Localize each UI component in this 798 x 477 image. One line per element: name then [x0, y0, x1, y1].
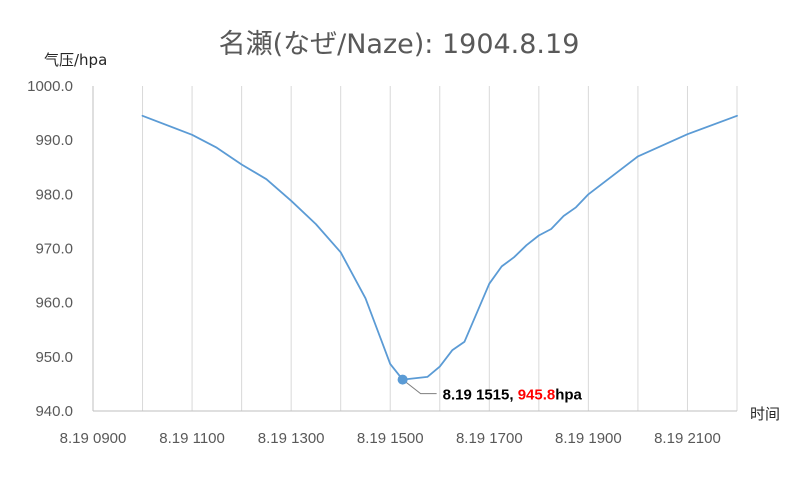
axes	[92, 86, 737, 412]
x-tick-labels: 8.19 0900 8.19 1100 8.19 1300 8.19 1500 8.19…	[60, 430, 721, 447]
y-tick-label: 970.0	[35, 241, 73, 258]
y-tick-label: 980.0	[35, 186, 73, 203]
x-tick-label: 8.19 1100	[159, 430, 225, 447]
y-tick-label: 940.0	[35, 403, 73, 420]
x-axis-title: 时间	[750, 405, 780, 423]
x-tick-label: 8.19 2100	[654, 430, 721, 447]
x-tick-label: 8.19 1900	[555, 430, 622, 447]
gridlines	[92, 86, 738, 411]
series-line	[141, 114, 738, 381]
annotation-value: 945.8	[518, 387, 556, 404]
y-tick-label: 1000.0	[27, 78, 73, 95]
x-tick-label: 8.19 1300	[258, 430, 325, 447]
x-tick-label: 8.19 1500	[357, 430, 424, 447]
y-tick-label: 950.0	[35, 349, 73, 366]
y-tick-labels: 1000.0 990.0 980.0 970.0 960.0 950.0 940.0	[27, 78, 73, 420]
x-tick-label: 8.19 0900	[60, 430, 127, 447]
annotation-label: 8.19 1515, 945.8hpa	[443, 387, 583, 404]
min-pressure-marker	[397, 374, 408, 385]
annotation-leader-line	[402, 379, 437, 395]
x-tick-label: 8.19 1700	[456, 430, 523, 447]
annotation: 8.19 1515, 945.8hpa	[397, 374, 583, 404]
y-tick-label: 990.0	[35, 132, 73, 149]
series	[141, 114, 738, 381]
annotation-time: 8.19 1515,	[443, 387, 518, 404]
annotation-unit: hpa	[555, 387, 582, 404]
y-axis-title: 气压/hpa	[44, 51, 107, 69]
chart-title: 名瀬(なぜ/Naze): 1904.8.19	[219, 29, 580, 60]
y-tick-label: 960.0	[35, 295, 73, 312]
